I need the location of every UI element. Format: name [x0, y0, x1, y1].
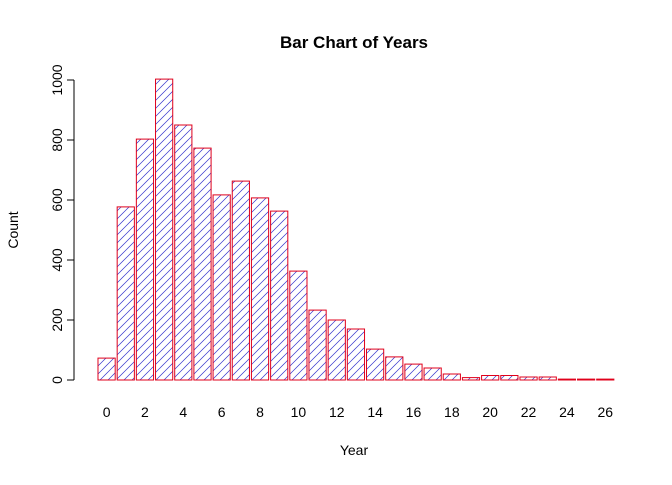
bar-year-5 — [193, 147, 212, 381]
bar-year-0 — [97, 357, 116, 381]
y-tick-label: 400 — [49, 248, 65, 272]
x-tick-label: 22 — [521, 404, 537, 420]
bar-year-18 — [442, 373, 461, 381]
bar-year-11 — [308, 309, 327, 381]
x-tick-label: 26 — [597, 404, 613, 420]
y-axis-label: Count — [5, 211, 21, 248]
bar-year-23 — [538, 376, 557, 381]
bar-year-1 — [116, 206, 135, 381]
bar-year-6 — [212, 194, 231, 381]
bar-year-26 — [596, 378, 615, 381]
x-tick-label: 0 — [103, 404, 111, 420]
x-tick-label: 14 — [367, 404, 383, 420]
y-axis: 0 200 400 600 800 1000 — [49, 64, 75, 384]
bar-year-7 — [231, 180, 250, 381]
bar-year-19 — [461, 377, 481, 381]
y-tick-label: 800 — [49, 128, 65, 152]
bar-year-13 — [346, 328, 366, 381]
x-tick-label: 10 — [291, 404, 307, 420]
bar-year-2 — [135, 138, 155, 381]
x-tick-label: 4 — [179, 404, 187, 420]
y-tick-label: 200 — [49, 308, 65, 332]
bar-year-15 — [385, 356, 404, 381]
y-tick-label: 0 — [49, 376, 65, 384]
bar-year-17 — [423, 367, 442, 381]
bars — [97, 78, 615, 381]
y-tick-label: 1000 — [49, 64, 65, 95]
bar-year-21 — [500, 375, 519, 381]
x-tick-label: 2 — [141, 404, 149, 420]
bar-year-25 — [576, 378, 596, 381]
bar-year-22 — [519, 376, 538, 381]
x-tick-label: 12 — [329, 404, 345, 420]
bar-year-12 — [327, 319, 346, 381]
y-tick-label: 600 — [49, 188, 65, 212]
bar-year-3 — [155, 78, 174, 381]
x-tick-label: 8 — [256, 404, 264, 420]
x-tick-label: 24 — [559, 404, 575, 420]
bar-year-10 — [289, 270, 308, 381]
bar-year-14 — [366, 348, 385, 381]
x-tick-labels: 0 2 4 6 8 10 12 14 16 18 20 22 24 26 — [103, 404, 614, 420]
x-tick-label: 18 — [444, 404, 460, 420]
bar-year-4 — [174, 124, 193, 381]
x-axis-label: Year — [340, 442, 369, 458]
bar-year-9 — [270, 210, 289, 381]
bar-year-8 — [250, 197, 270, 381]
x-tick-label: 6 — [218, 404, 226, 420]
x-tick-label: 20 — [482, 404, 498, 420]
x-tick-label: 16 — [406, 404, 422, 420]
bar-year-16 — [404, 363, 423, 381]
chart-title: Bar Chart of Years — [280, 33, 428, 52]
bar-year-24 — [557, 378, 577, 381]
bar-year-20 — [481, 375, 500, 381]
